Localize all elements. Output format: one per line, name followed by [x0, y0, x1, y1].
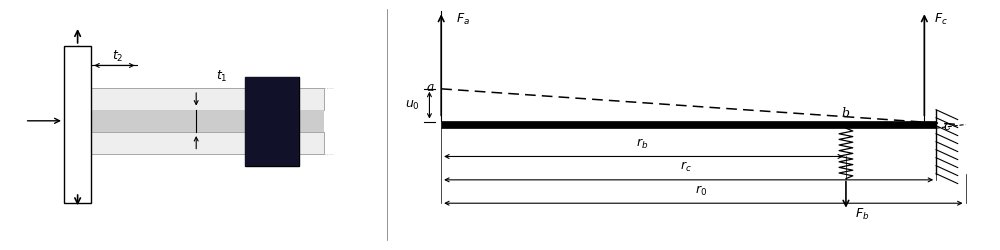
Bar [91, 88, 324, 110]
Bar [91, 110, 324, 132]
Text: $F_c$: $F_c$ [934, 12, 948, 27]
Text: $F_b$: $F_b$ [855, 206, 869, 221]
Bar [64, 46, 91, 203]
Text: $u_0$: $u_0$ [405, 99, 420, 112]
Text: $t_2$: $t_2$ [112, 49, 124, 64]
Text: a: a [427, 80, 434, 94]
Text: $t_1$: $t_1$ [216, 68, 227, 84]
Bar [441, 121, 936, 129]
Bar [245, 77, 299, 167]
Text: $r_b$: $r_b$ [636, 137, 648, 151]
Bar [91, 132, 324, 154]
Text: b: b [842, 107, 850, 120]
Text: $r_0$: $r_0$ [695, 183, 707, 197]
Text: c: c [944, 120, 951, 133]
Bar [245, 77, 299, 167]
Text: $r_c$: $r_c$ [680, 160, 692, 173]
Text: $F_a$: $F_a$ [456, 12, 470, 27]
